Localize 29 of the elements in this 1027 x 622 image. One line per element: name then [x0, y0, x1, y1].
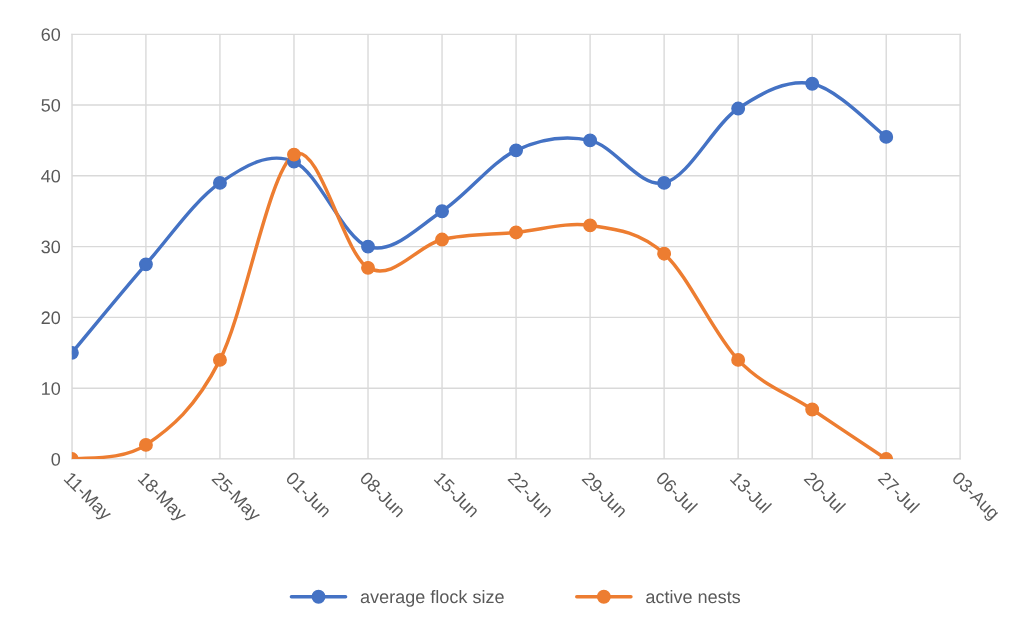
point	[583, 133, 598, 148]
point	[361, 239, 375, 254]
point	[213, 352, 227, 367]
point	[583, 218, 598, 233]
point	[435, 232, 449, 247]
point	[657, 175, 672, 190]
y-tick-label: 0	[51, 452, 61, 466]
y-tick-label: 20	[41, 311, 61, 325]
y-tick-label: 10	[42, 382, 61, 395]
point	[138, 257, 153, 272]
point	[435, 204, 449, 219]
point	[361, 260, 375, 275]
point	[287, 147, 301, 162]
point	[805, 76, 820, 91]
y-tick-label: 50	[41, 98, 61, 112]
point	[509, 225, 524, 240]
y-tick-label: 40	[41, 169, 61, 183]
y-tick-label: 30	[41, 240, 61, 254]
point	[657, 246, 672, 261]
point	[731, 352, 746, 367]
point	[731, 101, 746, 116]
y-tick-label: 60	[41, 28, 61, 41]
point	[138, 437, 153, 452]
legend-label: active nests	[646, 589, 741, 604]
point	[879, 129, 894, 144]
point	[213, 175, 227, 190]
point	[805, 402, 820, 417]
legend-label: average flock size	[360, 589, 504, 607]
point	[509, 143, 524, 158]
